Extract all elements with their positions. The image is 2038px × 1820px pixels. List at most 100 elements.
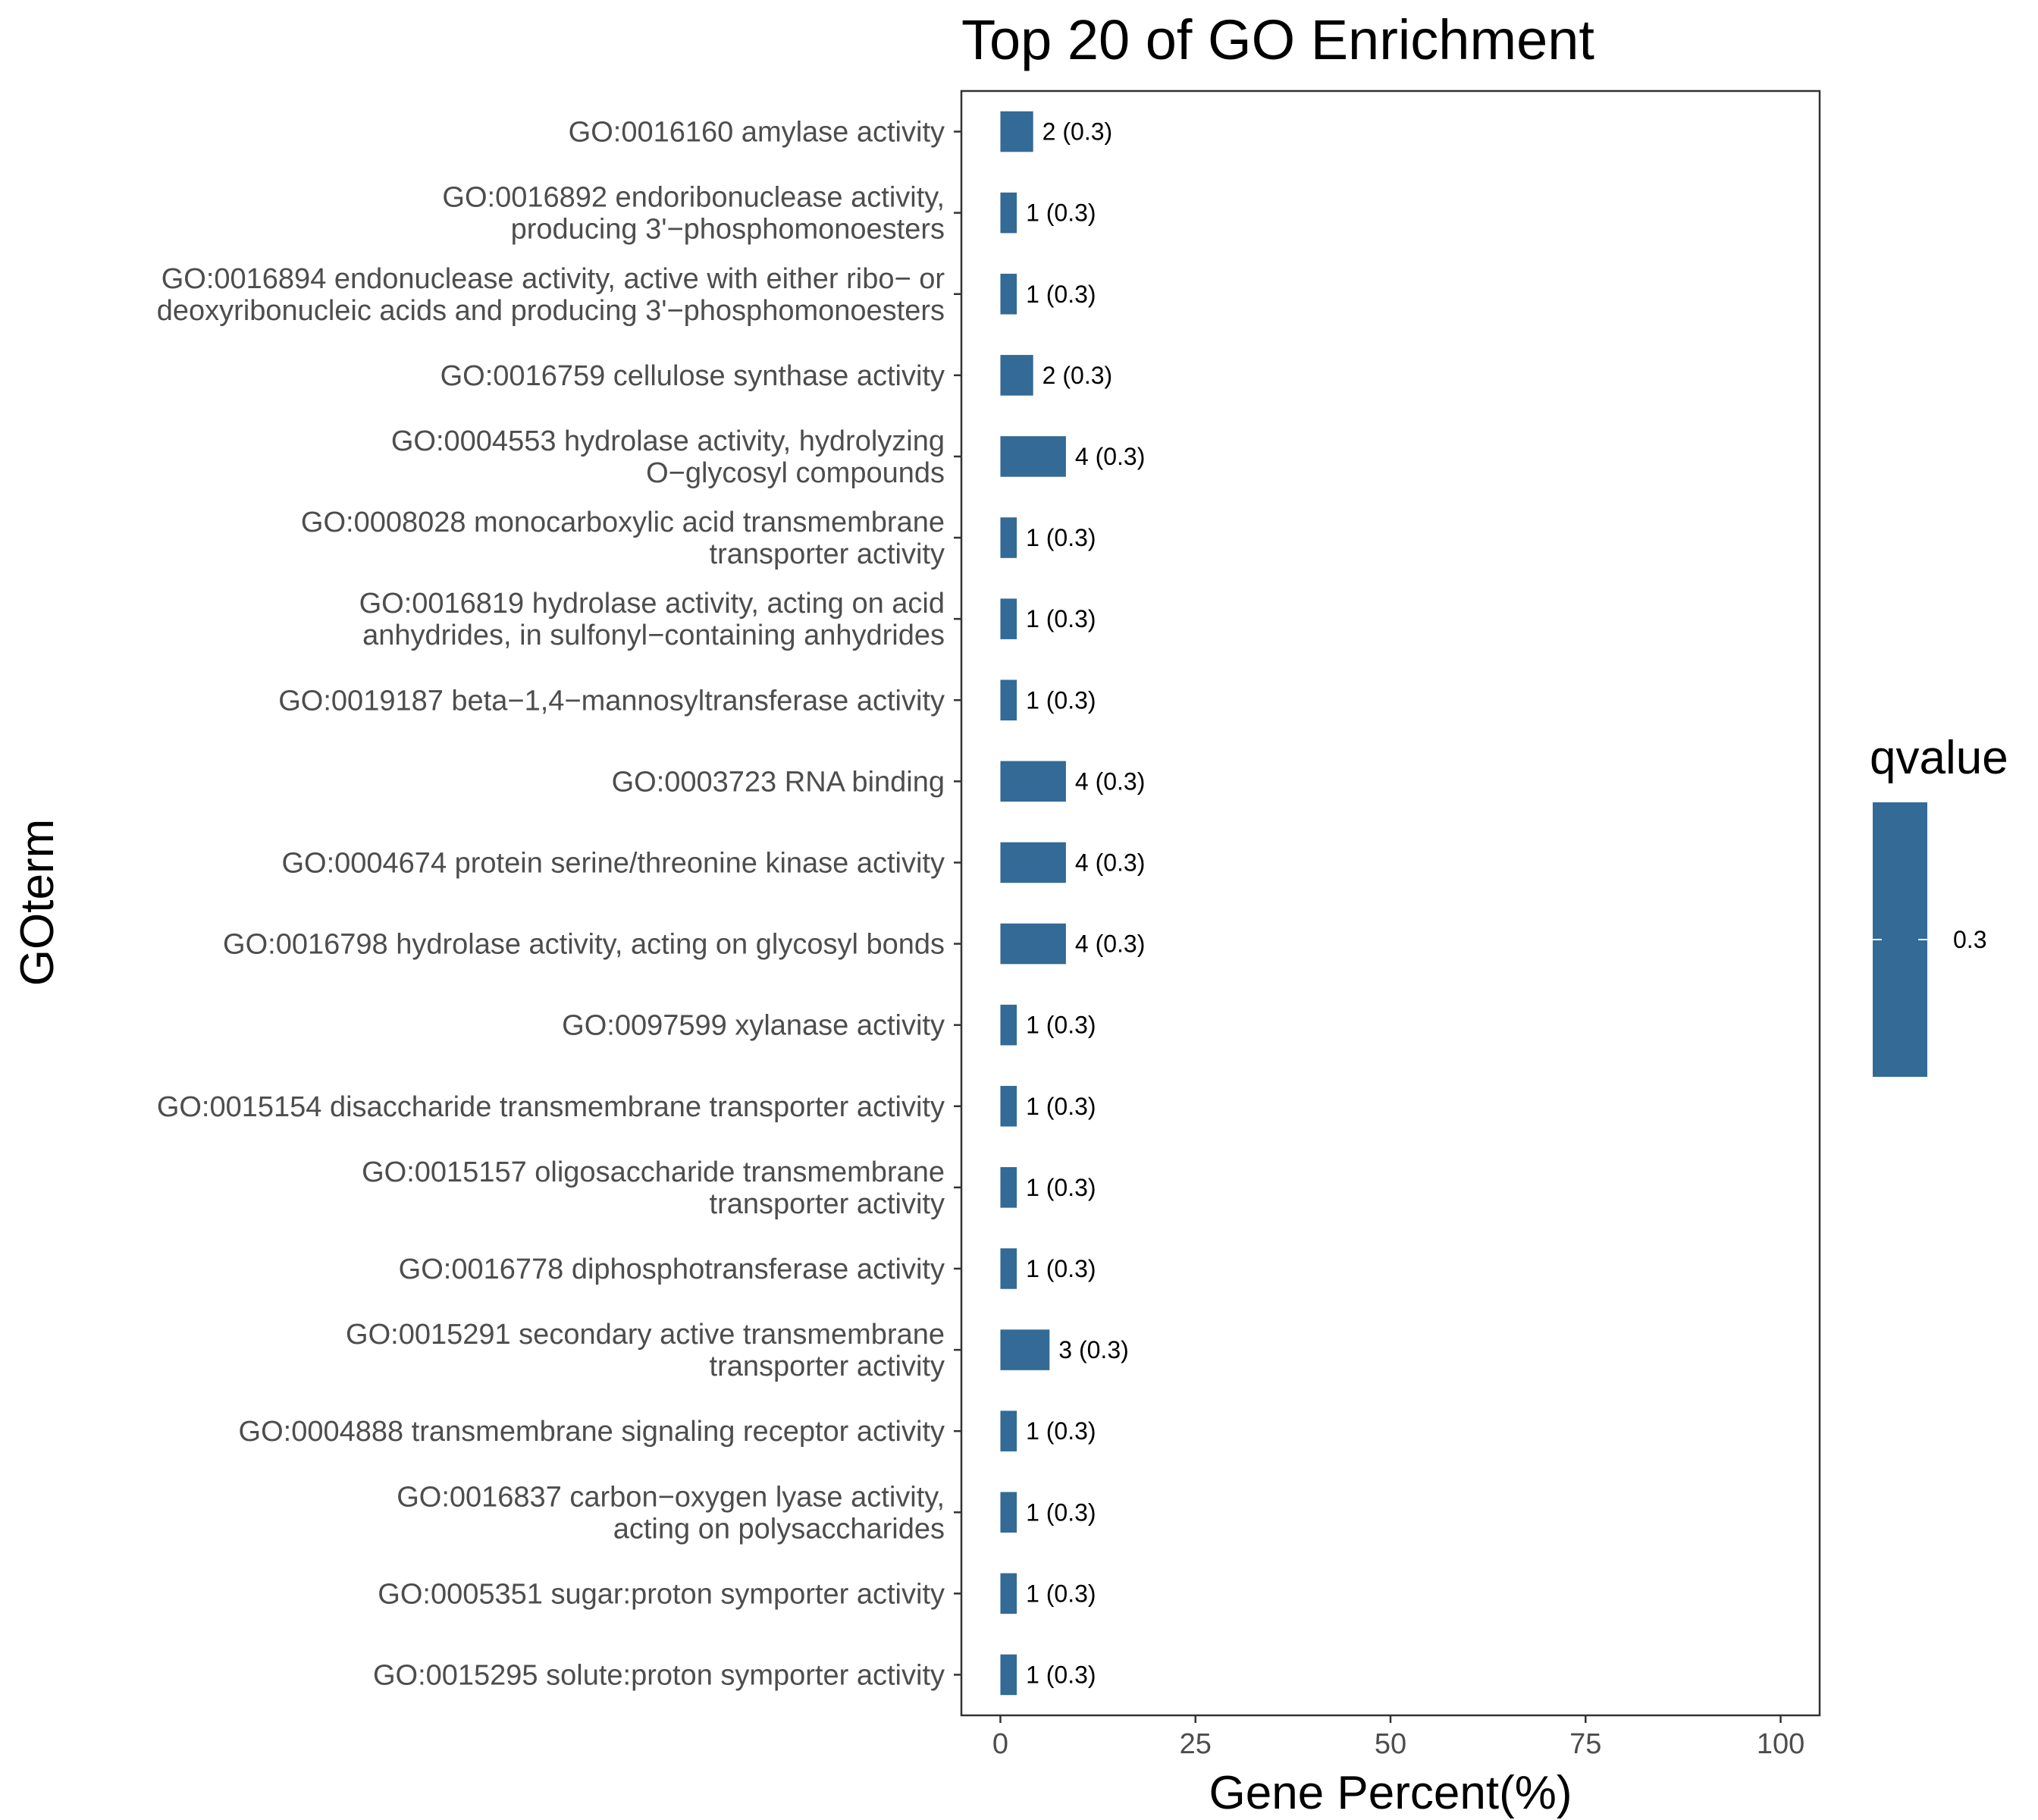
y-tick-label: GO:0016837 carbon−oxygen lyase activity,… <box>397 1481 945 1545</box>
y-tick-label-line: GO:0016778 diphosphotransferase activity <box>399 1254 945 1285</box>
bar <box>1000 1248 1017 1289</box>
bar-value-label: 4 (0.3) <box>1075 443 1145 470</box>
y-tick-label: GO:0015291 secondary active transmembran… <box>346 1319 945 1382</box>
y-tick-label-line: GO:0015295 solute:proton symporter activ… <box>373 1659 945 1691</box>
y-tick-label-line: GO:0016837 carbon−oxygen lyase activity, <box>397 1481 945 1513</box>
bar-value-label: 1 (0.3) <box>1026 281 1096 308</box>
bar <box>1000 1167 1017 1208</box>
y-tick-label: GO:0004553 hydrolase activity, hydrolyzi… <box>391 425 945 489</box>
bar-value-label: 3 (0.3) <box>1058 1336 1128 1363</box>
bar <box>1000 1654 1017 1696</box>
bar-value-label: 2 (0.3) <box>1043 362 1112 389</box>
bar <box>1000 598 1017 639</box>
x-tick-label: 25 <box>1180 1728 1212 1760</box>
y-tick-label-line: transporter activity <box>710 1351 945 1382</box>
legend-title: qvalue <box>1870 732 2008 784</box>
y-tick-label-line: producing 3'−phosphomonoesters <box>511 214 945 246</box>
bar <box>1000 1004 1017 1046</box>
y-tick-label-line: anhydrides, in sulfonyl−containing anhyd… <box>362 620 945 651</box>
y-tick-label-line: GO:0004888 transmembrane signaling recep… <box>239 1416 945 1448</box>
y-tick-label-line: GO:0015157 oligosaccharide transmembrane <box>362 1156 945 1188</box>
y-tick-label: GO:0003723 RNA binding <box>612 766 945 798</box>
x-ticks-layer: 0 25 50 75 100 <box>992 1715 1804 1760</box>
plot-panel <box>960 89 1821 1717</box>
y-tick-label: GO:0016892 endoribonuclease activity, pro… <box>442 182 945 246</box>
bar <box>1000 923 1066 965</box>
y-tick-label: GO:0005351 sugar:proton symporter activi… <box>378 1578 945 1610</box>
bar <box>1000 1410 1017 1451</box>
y-ticks-layer: GO:0016160 amylase activity GO:0016892 en… <box>157 117 961 1691</box>
y-tick-label: GO:0016778 diphosphotransferase activity <box>399 1254 945 1285</box>
y-tick-label: GO:0097599 xylanase activity <box>562 1010 945 1042</box>
bar-value-label: 1 (0.3) <box>1026 1093 1096 1120</box>
bar-value-label: 4 (0.3) <box>1075 767 1145 795</box>
bar <box>1000 111 1033 152</box>
bar-value-label: 1 (0.3) <box>1026 1661 1096 1688</box>
y-tick-label-line: deoxyribonucleic acids and producing 3'−… <box>157 295 945 327</box>
bar <box>1000 273 1017 315</box>
bar <box>1000 436 1066 477</box>
bar <box>1000 1492 1017 1533</box>
bar <box>1000 1329 1050 1370</box>
bar-value-label: 1 (0.3) <box>1026 524 1096 551</box>
bar-value-label: 1 (0.3) <box>1026 1498 1096 1526</box>
x-tick-label: 0 <box>992 1728 1008 1760</box>
y-tick-label: GO:0015295 solute:proton symporter activ… <box>373 1659 945 1691</box>
y-tick-label-line: GO:0016759 cellulose synthase activity <box>441 360 945 392</box>
bar-value-label: 1 (0.3) <box>1026 1580 1096 1607</box>
y-tick-label-line: GO:0016819 hydrolase activity, acting on… <box>359 588 945 620</box>
x-tick-label: 100 <box>1757 1728 1804 1760</box>
bar-value-label: 1 (0.3) <box>1026 686 1096 714</box>
y-tick-label-line: GO:0008028 monocarboxylic acid transmemb… <box>301 507 945 538</box>
bar-value-label: 4 (0.3) <box>1075 930 1145 958</box>
bar <box>1000 517 1017 558</box>
y-axis-title: GOterm <box>11 819 64 986</box>
y-tick-label-line: GO:0019187 beta−1,4−mannosyltransferase … <box>278 685 945 717</box>
y-tick-label: GO:0016798 hydrolase activity, acting on… <box>223 929 945 961</box>
y-tick-label-line: GO:0015291 secondary active transmembran… <box>346 1319 945 1351</box>
y-tick-label-line: GO:0004553 hydrolase activity, hydrolyzi… <box>391 425 945 457</box>
bar-value-label: 1 (0.3) <box>1026 1174 1096 1201</box>
bar <box>1000 192 1017 234</box>
y-tick-label: GO:0016759 cellulose synthase activity <box>441 360 945 392</box>
bar <box>1000 1573 1017 1614</box>
y-tick-label: GO:0008028 monocarboxylic acid transmemb… <box>301 507 945 570</box>
bar <box>1000 1085 1017 1127</box>
y-tick-label-line: transporter activity <box>710 1188 945 1220</box>
bar <box>1000 842 1066 883</box>
y-tick-label-line: GO:0016160 amylase activity <box>569 117 945 149</box>
y-tick-label-line: transporter activity <box>710 538 945 570</box>
y-tick-label-line: GO:0097599 xylanase activity <box>562 1010 945 1042</box>
bar-value-label: 1 (0.3) <box>1026 1417 1096 1445</box>
bar <box>1000 679 1017 721</box>
y-tick-label: GO:0015157 oligosaccharide transmembrane… <box>362 1156 945 1220</box>
bar-value-label: 2 (0.3) <box>1043 118 1112 146</box>
bar-value-label: 1 (0.3) <box>1026 605 1096 632</box>
bar-value-label: 1 (0.3) <box>1026 1255 1096 1282</box>
y-tick-label-line: GO:0016892 endoribonuclease activity, <box>442 182 945 214</box>
bar-value-label: 1 (0.3) <box>1026 1012 1096 1039</box>
legend-tick-label: 0.3 <box>1953 926 1986 953</box>
y-tick-label-line: GO:0003723 RNA binding <box>612 766 945 798</box>
y-tick-label: GO:0016819 hydrolase activity, acting on… <box>359 588 945 651</box>
chart-title: Top 20 of GO Enrichment <box>961 8 1594 71</box>
x-tick-label: 75 <box>1569 1728 1601 1760</box>
bars-layer <box>1000 111 1066 1696</box>
y-tick-label: GO:0016894 endonuclease activity, active… <box>157 263 945 327</box>
y-tick-label-line: acting on polysaccharides <box>613 1513 945 1545</box>
y-tick-label-line: GO:0015154 disaccharide transmembrane tr… <box>157 1091 945 1123</box>
bar <box>1000 355 1033 396</box>
bar-value-label: 1 (0.3) <box>1026 199 1096 227</box>
bar-value-label: 4 (0.3) <box>1075 849 1145 876</box>
y-tick-label-line: GO:0004674 protein serine/threonine kina… <box>281 847 945 879</box>
x-axis-title: Gene Percent(%) <box>1209 1767 1572 1819</box>
y-tick-label: GO:0019187 beta−1,4−mannosyltransferase … <box>278 685 945 717</box>
x-tick-label: 50 <box>1375 1728 1406 1760</box>
y-tick-label: GO:0016160 amylase activity <box>569 117 945 149</box>
bar <box>1000 761 1066 802</box>
y-tick-label: GO:0004674 protein serine/threonine kina… <box>281 847 945 879</box>
y-tick-label-line: GO:0016798 hydrolase activity, acting on… <box>223 929 945 961</box>
y-tick-label-line: GO:0016894 endonuclease activity, active… <box>161 263 945 295</box>
y-tick-label-line: O−glycosyl compounds <box>646 457 945 489</box>
